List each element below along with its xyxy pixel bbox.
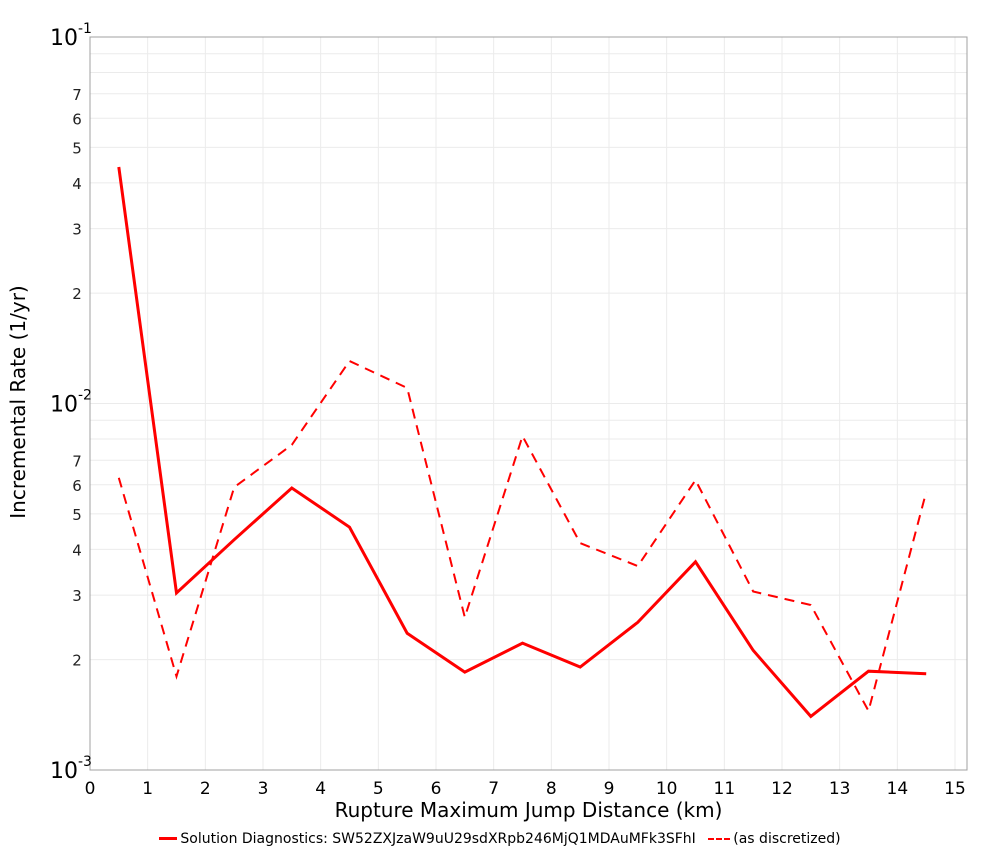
svg-text:10-2: 10-2	[50, 388, 92, 418]
svg-text:9: 9	[604, 779, 615, 799]
legend-label-solution: Solution Diagnostics: SW52ZXJzaW9uU29sdX…	[180, 830, 696, 847]
legend: Solution Diagnostics: SW52ZXJzaW9uU29sdX…	[0, 828, 1000, 847]
svg-text:13: 13	[829, 779, 851, 799]
solid-line-swatch-icon	[159, 837, 178, 840]
data-series	[117, 166, 928, 719]
svg-text:10: 10	[656, 779, 678, 799]
dashed-line-swatch-icon	[708, 838, 731, 840]
svg-text:15: 15	[944, 779, 966, 799]
legend-item-solution: Solution Diagnostics: SW52ZXJzaW9uU29sdX…	[159, 830, 696, 847]
svg-text:5: 5	[72, 506, 82, 524]
svg-text:12: 12	[771, 779, 793, 799]
x-axis-label: Rupture Maximum Jump Distance (km)	[334, 798, 723, 822]
svg-text:6: 6	[72, 477, 82, 495]
svg-text:2: 2	[72, 652, 82, 670]
svg-text:5: 5	[373, 779, 384, 799]
svg-text:5: 5	[72, 139, 82, 157]
svg-text:7: 7	[72, 452, 82, 470]
plot-area-border	[89, 36, 968, 771]
svg-text:0: 0	[85, 779, 96, 799]
svg-text:2: 2	[72, 285, 82, 303]
svg-text:8: 8	[546, 779, 557, 799]
legend-item-discretized: (as discretized)	[700, 831, 841, 847]
svg-text:7: 7	[72, 86, 82, 104]
y-axis-label: Incremental Rate (1/yr)	[6, 285, 30, 519]
grid-lines	[89, 37, 967, 771]
svg-text:4: 4	[315, 779, 326, 799]
x-axis-ticks: 0 1 2 3 4 5 6 7 8 9 10 11 12 13 14 15	[85, 779, 966, 799]
svg-text:11: 11	[714, 779, 736, 799]
svg-text:3: 3	[72, 587, 82, 605]
svg-text:3: 3	[258, 779, 269, 799]
svg-text:14: 14	[887, 779, 909, 799]
legend-label-discretized: (as discretized)	[733, 831, 841, 847]
svg-text:7: 7	[488, 779, 499, 799]
svg-text:10-1: 10-1	[50, 21, 92, 51]
svg-text:2: 2	[200, 779, 211, 799]
svg-text:4: 4	[72, 175, 82, 193]
svg-text:6: 6	[431, 779, 442, 799]
svg-text:4: 4	[72, 541, 82, 559]
svg-text:6: 6	[72, 110, 82, 128]
svg-text:3: 3	[72, 221, 82, 239]
svg-text:1: 1	[142, 779, 153, 799]
